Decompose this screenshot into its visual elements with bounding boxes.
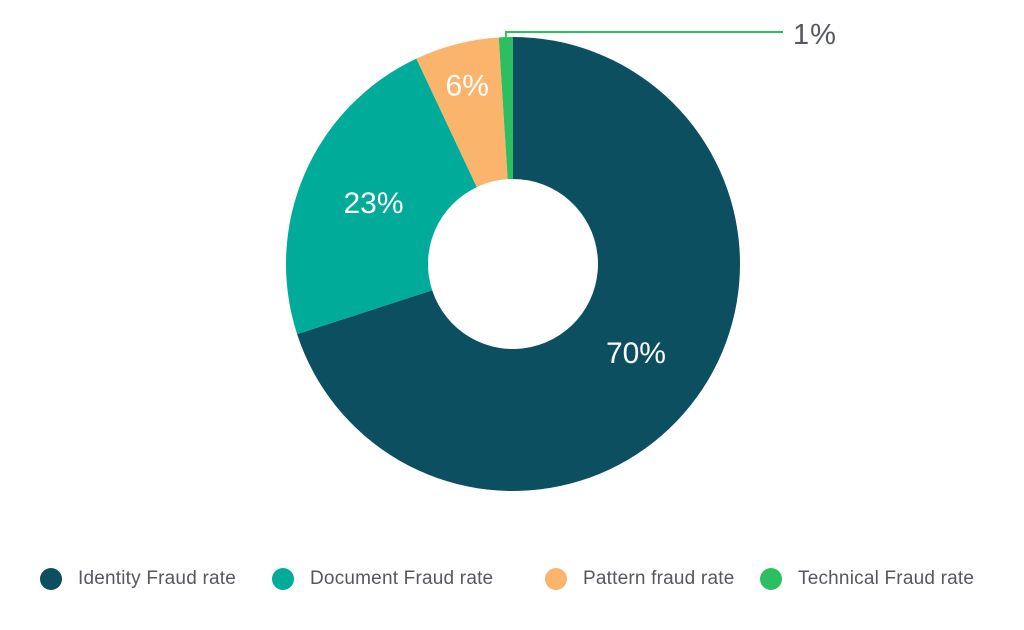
legend-dot-identity-fraud-rate (40, 568, 62, 590)
legend-label-technical-fraud-rate: Technical Fraud rate (798, 568, 975, 589)
legend-label-identity-fraud-rate: Identity Fraud rate (78, 568, 236, 589)
chart-legend: Identity Fraud rate Document Fraud rate … (0, 565, 1024, 593)
legend-item-identity-fraud-rate[interactable]: Identity Fraud rate (40, 565, 236, 593)
slice-value-label: 70% (606, 337, 666, 370)
slice-document-fraud-rate[interactable] (285, 58, 477, 335)
legend-item-document-fraud-rate[interactable]: Document Fraud rate (272, 565, 493, 593)
legend-dot-document-fraud-rate (272, 568, 294, 590)
slice-value-label: 23% (343, 187, 403, 220)
legend-item-pattern-fraud-rate[interactable]: Pattern fraud rate (545, 565, 734, 593)
slice-value-label: 6% (446, 69, 489, 102)
legend-label-document-fraud-rate: Document Fraud rate (310, 568, 494, 589)
slice-pattern-fraud-rate[interactable] (416, 37, 508, 188)
legend-item-technical-fraud-rate[interactable]: Technical Fraud rate (760, 565, 974, 593)
legend-dot-technical-fraud-rate (760, 568, 782, 590)
slice-technical-fraud-rate[interactable] (498, 37, 513, 180)
slice-value-label-outside: 1% (793, 19, 837, 51)
slice-identity-fraud-rate[interactable] (297, 37, 740, 491)
callout-leader-line (504, 31, 783, 38)
legend-label-pattern-fraud-rate: Pattern fraud rate (583, 568, 735, 589)
legend-dot-pattern-fraud-rate (545, 568, 567, 590)
